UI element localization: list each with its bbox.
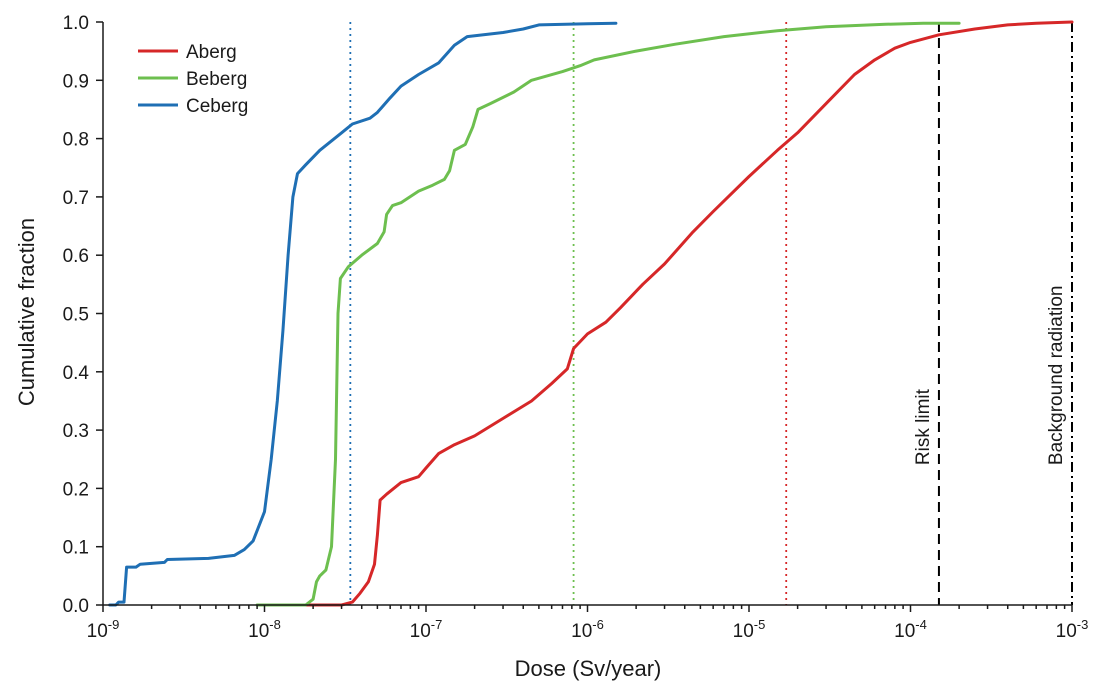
x-tick-label-3: 10-6 — [571, 617, 604, 642]
x-tick-label-6: 10-3 — [1056, 617, 1089, 642]
y-tick-label-0: 0.0 — [63, 596, 89, 617]
x-axis-title: Dose (Sv/year) — [515, 656, 662, 681]
y-tick-label-1: 0.1 — [63, 538, 89, 559]
y-tick-label-4: 0.4 — [63, 363, 90, 384]
x-tick-label-4: 10-5 — [733, 617, 766, 642]
series-group — [108, 20, 1074, 607]
y-tick-label-2: 0.2 — [63, 479, 89, 500]
y-tick-label-5: 0.5 — [63, 305, 89, 326]
y-axis-title: Cumulative fraction — [14, 218, 39, 406]
y-tick-label-3: 0.3 — [63, 421, 89, 442]
reference-lines: Risk limit Background radiation — [349, 22, 1073, 605]
x-tick-label-5: 10-4 — [894, 617, 927, 642]
series-line-ceberg — [108, 21, 618, 607]
y-tick-label-9: 0.9 — [63, 71, 89, 92]
legend-label-aberg: Aberg — [186, 42, 237, 63]
reference-line-label-4: Background radiation — [1046, 286, 1067, 466]
axes-group: 10-9 10-8 10-7 10-6 10-5 10-4 10-3 0.0 0.1 0.2 0.3… — [63, 13, 1089, 642]
y-tick-label-10: 1.0 — [63, 13, 89, 34]
y-tick-label-7: 0.7 — [63, 188, 89, 209]
y-tick-label-8: 0.8 — [63, 130, 89, 151]
x-tick-label-1: 10-8 — [248, 617, 281, 642]
legend-label-beberg: Beberg — [186, 69, 247, 90]
legend-label-ceberg: Ceberg — [186, 96, 248, 117]
series-line-aberg — [300, 20, 1074, 607]
legend: Aberg Beberg Ceberg — [138, 42, 248, 117]
y-tick-label-6: 0.6 — [63, 246, 89, 267]
series-line-beberg — [255, 21, 961, 607]
x-tick-label-0: 10-9 — [87, 617, 120, 642]
x-tick-label-2: 10-7 — [410, 617, 443, 642]
reference-line-label-3: Risk limit — [913, 388, 934, 465]
